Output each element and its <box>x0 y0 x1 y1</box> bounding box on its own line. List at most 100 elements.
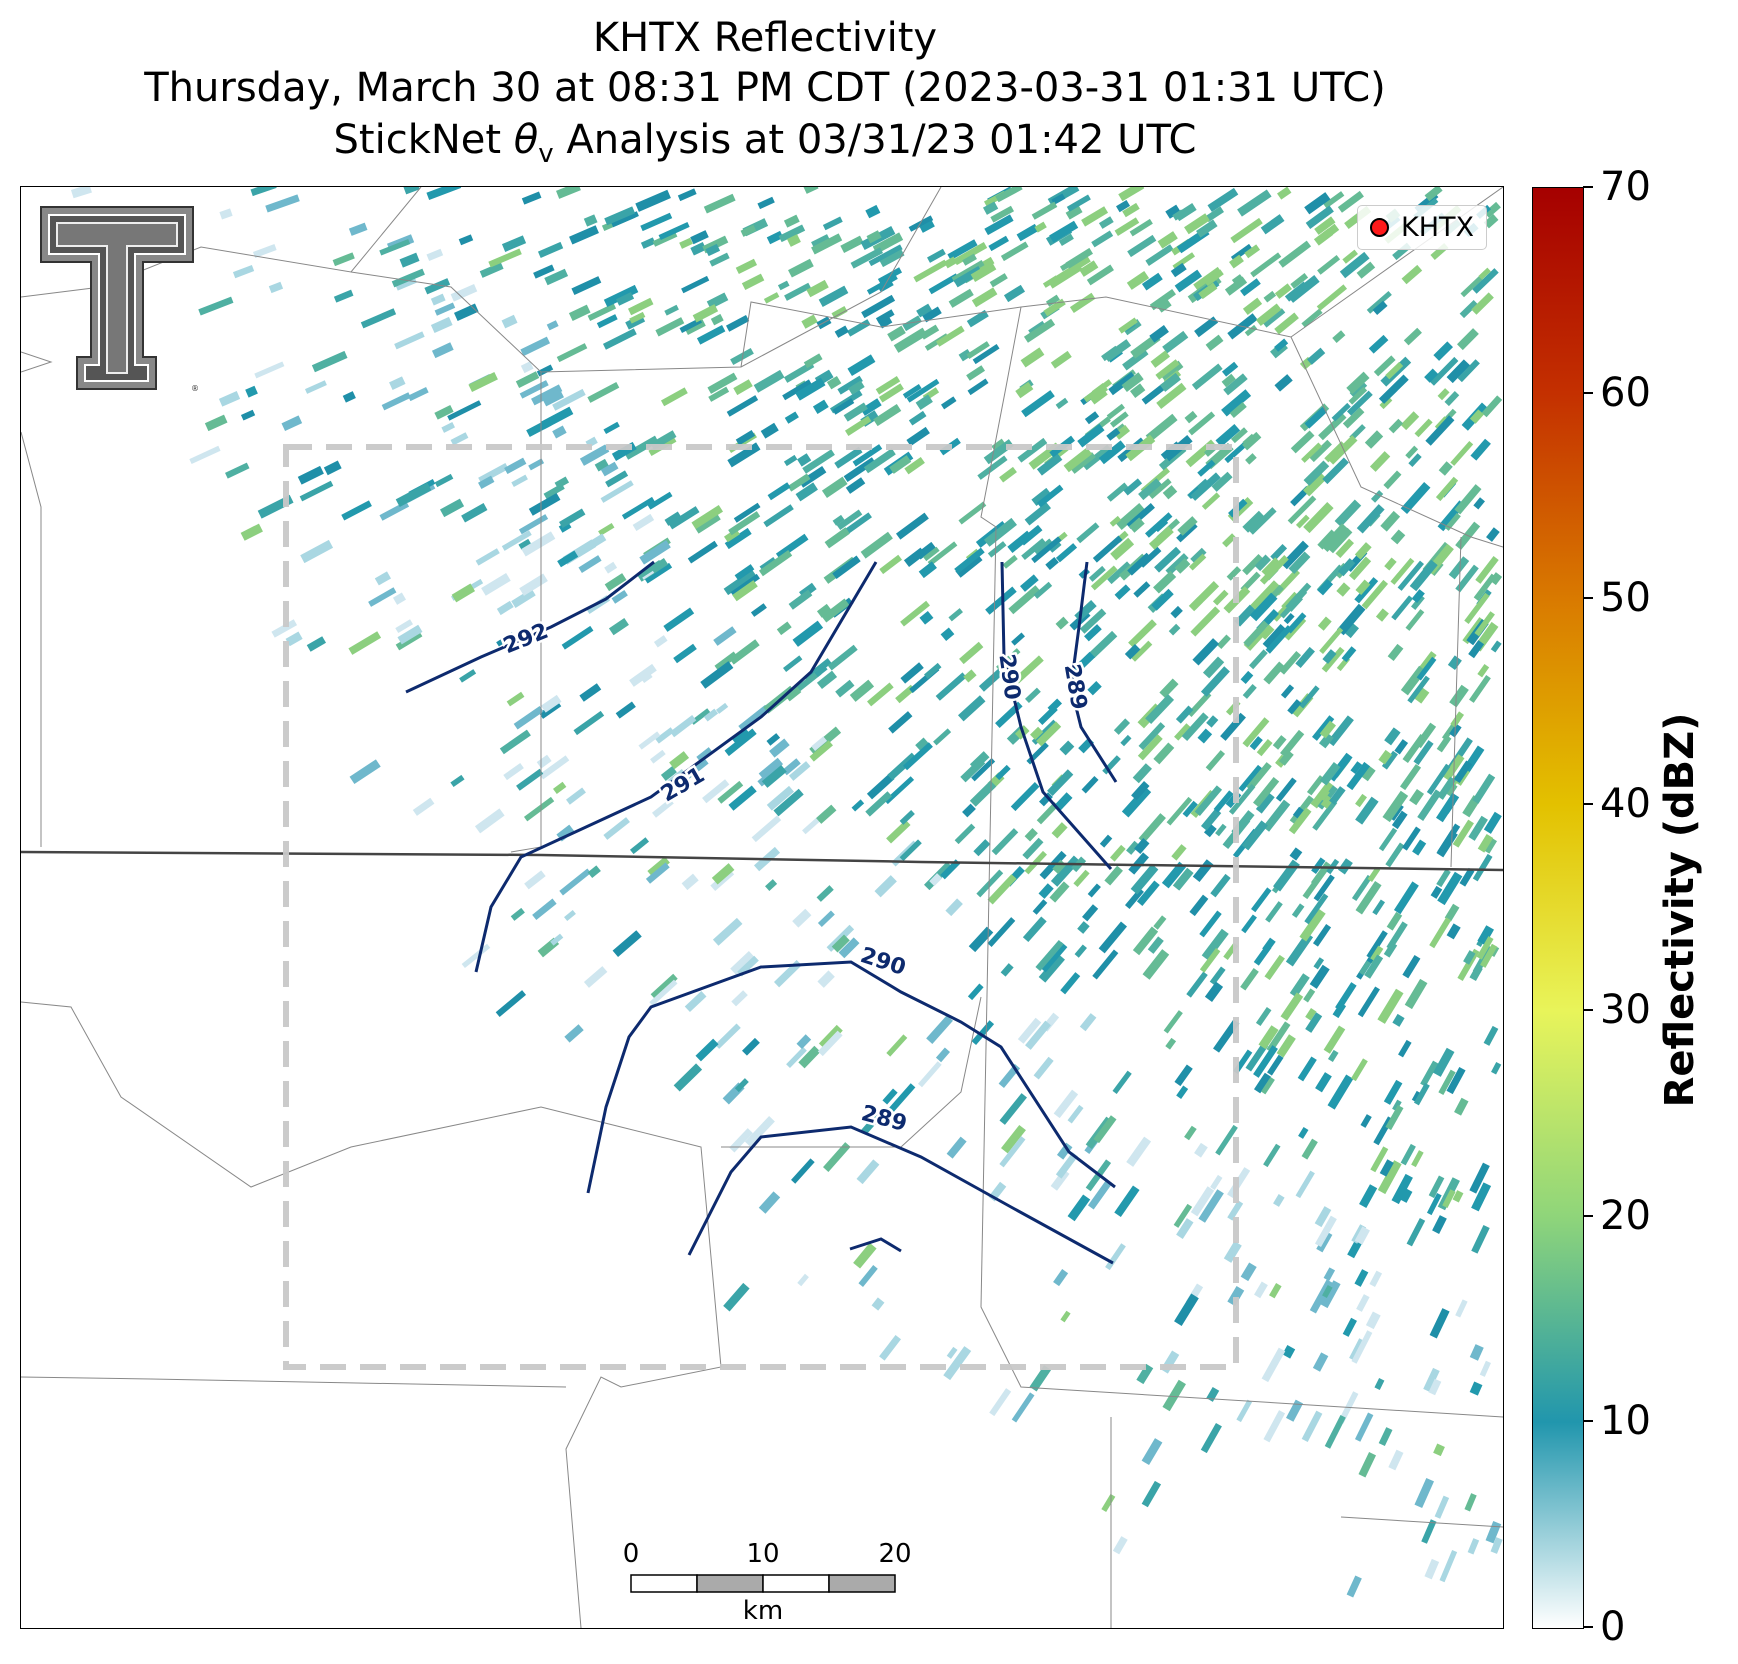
echo-bin <box>1138 813 1166 844</box>
scale-tick-0: 0 <box>623 1539 640 1569</box>
echo-bin <box>1122 202 1140 218</box>
echo-bin <box>1477 663 1490 678</box>
echo-bin <box>850 247 884 269</box>
echo-bin <box>552 781 567 795</box>
echo-bin <box>518 538 532 551</box>
echo-bin <box>1199 947 1221 973</box>
echo-bin <box>426 187 462 200</box>
echo-bin <box>1165 1037 1177 1050</box>
echo-bin <box>1161 861 1187 889</box>
echo-bin <box>1163 1010 1183 1034</box>
echo-bin <box>1254 554 1272 572</box>
echo-bin <box>461 503 488 523</box>
echo-bin <box>600 461 619 477</box>
echo-bin <box>1024 502 1052 526</box>
echo-bin <box>1291 903 1305 918</box>
echo-bin <box>940 627 955 641</box>
echo-bin <box>1128 619 1157 648</box>
echo-bin <box>989 273 1008 288</box>
colorbar-tick-mark <box>1583 391 1593 394</box>
echo-bin <box>441 422 455 433</box>
echo-bin <box>1106 403 1125 420</box>
echo-bin <box>1250 252 1282 278</box>
echo-bin <box>1171 844 1187 861</box>
echo-bin <box>1491 1061 1502 1075</box>
echo-bin <box>1237 189 1272 217</box>
echo-bin <box>1317 255 1341 275</box>
echo-bin <box>1053 1089 1079 1119</box>
echo-bin <box>1373 355 1396 377</box>
echo-bin <box>1230 427 1248 444</box>
echo-bin <box>1454 1097 1469 1116</box>
echo-bin <box>1184 410 1198 424</box>
colorbar-tick-mark <box>1583 597 1593 600</box>
echo-bin <box>552 425 567 439</box>
echo-bin <box>271 619 298 638</box>
echo-bin <box>571 276 602 296</box>
echo-bin <box>1029 1365 1052 1392</box>
echo-bin <box>844 415 872 436</box>
echo-bin <box>879 1335 901 1361</box>
echo-bin <box>1172 209 1185 221</box>
echo-bin <box>281 415 303 432</box>
echo-bin <box>812 399 829 414</box>
echo-bin <box>1355 880 1382 915</box>
echo-bin <box>539 755 570 780</box>
echo-bin <box>906 378 940 403</box>
echo-bin <box>696 325 726 345</box>
echo-bin <box>1053 1269 1069 1287</box>
echo-bin <box>1063 447 1093 473</box>
echo-bin <box>1365 1311 1381 1330</box>
echo-bin <box>1157 231 1178 249</box>
echo-bin <box>865 791 893 817</box>
echo-bin <box>1469 1344 1484 1361</box>
echo-bin <box>1131 640 1153 662</box>
echo-bin <box>1444 903 1460 922</box>
echo-bin <box>669 751 690 770</box>
echo-bin <box>1205 750 1226 772</box>
contour-line-290a <box>1000 561 1113 870</box>
echo-bin <box>1369 451 1391 472</box>
echo-bin <box>908 410 927 426</box>
echo-bin <box>985 586 1017 615</box>
echo-bin <box>219 208 233 220</box>
echo-bin <box>1141 1438 1163 1466</box>
echo-bin <box>783 214 800 228</box>
echo-bin <box>1388 1449 1404 1471</box>
echo-bin <box>639 540 671 565</box>
echo-bin <box>453 303 479 322</box>
echo-bin <box>899 839 922 862</box>
echo-bin <box>1067 1104 1084 1124</box>
echo-bin <box>1201 928 1229 961</box>
svg-text:®: ® <box>191 384 199 393</box>
radar-map[interactable]: 292 291 290 289 290 289 ® 0 10 20 km KHT… <box>20 186 1504 1629</box>
echo-bin <box>795 377 826 401</box>
echo-bin <box>1312 799 1338 831</box>
echo-bin <box>1366 930 1388 959</box>
echo-bin <box>1154 519 1169 533</box>
echo-bin <box>1242 431 1262 451</box>
echo-bin <box>733 502 761 523</box>
echo-bin <box>1079 608 1107 634</box>
echo-bin <box>1175 705 1194 724</box>
echo-bin <box>240 523 263 541</box>
echo-bin <box>1240 1262 1257 1282</box>
echo-bin <box>1258 1025 1279 1050</box>
echo-bin <box>1438 1069 1456 1095</box>
echo-bin <box>785 687 802 702</box>
echo-bin <box>660 766 677 782</box>
echo-bin <box>695 514 721 534</box>
echo-bin <box>1356 504 1385 534</box>
echo-bin <box>816 804 837 824</box>
echo-bin <box>1446 359 1471 384</box>
echo-bin <box>252 244 277 258</box>
double-t-logo: ® <box>40 206 199 393</box>
echo-bin <box>554 476 570 489</box>
echo-bin <box>1055 1152 1079 1179</box>
echo-bin <box>232 264 255 279</box>
echo-bin <box>1032 899 1048 915</box>
echo-bin <box>1130 863 1159 895</box>
echo-bin <box>943 1346 972 1381</box>
echo-bin <box>984 214 1014 236</box>
echo-bin <box>1086 264 1114 286</box>
